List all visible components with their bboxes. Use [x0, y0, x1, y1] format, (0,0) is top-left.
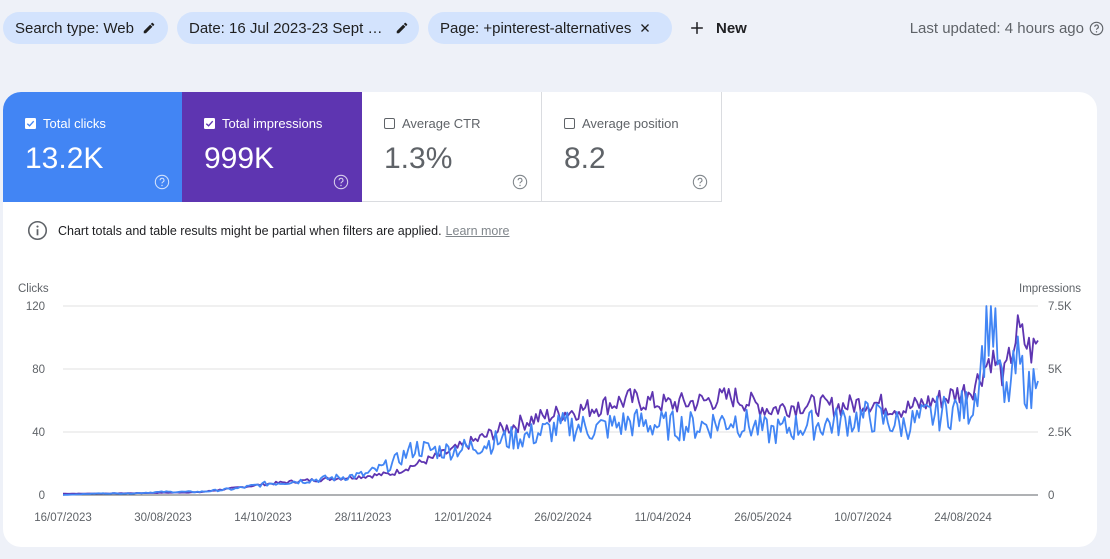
- chart-series: [62, 305, 1039, 496]
- metric-header: Average CTR: [384, 116, 481, 131]
- clicks-series-line: [62, 305, 1039, 496]
- metric-header: Average position: [564, 116, 679, 131]
- x-tick-label: 24/08/2024: [934, 512, 992, 524]
- help-icon[interactable]: [154, 174, 170, 190]
- checkbox-unchecked-icon[interactable]: [384, 118, 395, 129]
- metric-average-position[interactable]: Average position 8.2: [542, 92, 722, 202]
- y-right-tick-label: 2.5K: [1048, 427, 1072, 439]
- metric-total-clicks[interactable]: Total clicks 13.2K: [3, 92, 183, 202]
- x-tick-label: 12/01/2024: [434, 512, 492, 524]
- filter-bar: Search type: Web Date: 16 Jul 2023-23 Se…: [0, 12, 1110, 44]
- search-type-filter-label: Search type: Web: [15, 19, 134, 37]
- help-icon[interactable]: [333, 174, 349, 190]
- last-updated-text: Last updated: 4 hours ago: [909, 19, 1084, 37]
- metric-value: 1.3%: [384, 142, 453, 175]
- y-axis-left-label: Clicks: [18, 283, 49, 295]
- new-filter-button[interactable]: New: [690, 12, 747, 44]
- metric-value: 999K: [204, 142, 275, 175]
- date-filter-label: Date: 16 Jul 2023-23 Sept 2024: [189, 19, 387, 37]
- y-left-tick-label: 120: [26, 301, 45, 313]
- metric-label: Average position: [582, 116, 679, 131]
- metric-average-ctr[interactable]: Average CTR 1.3%: [362, 92, 542, 202]
- edit-pencil-icon[interactable]: [142, 21, 156, 35]
- checkbox-checked-icon[interactable]: [25, 118, 36, 129]
- y-axis-right-ticks: 7.5K 5K 2.5K 0: [1048, 301, 1072, 502]
- metric-label: Total clicks: [43, 116, 106, 131]
- last-updated: Last updated: 4 hours ago: [910, 12, 1104, 44]
- edit-pencil-icon[interactable]: [395, 21, 409, 35]
- search-type-filter-chip[interactable]: Search type: Web: [3, 12, 168, 44]
- chart-grid: [63, 305, 1038, 496]
- metric-label: Total impressions: [222, 116, 323, 131]
- page-filter-chip[interactable]: Page: +pinterest-alternatives: [428, 12, 672, 44]
- metric-total-impressions[interactable]: Total impressions 999K: [182, 92, 362, 202]
- metric-header: Total impressions: [204, 116, 322, 131]
- date-filter-chip[interactable]: Date: 16 Jul 2023-23 Sept 2024: [177, 12, 419, 44]
- x-tick-label: 14/10/2023: [234, 512, 292, 524]
- performance-card: Total clicks 13.2K Total impressions 999…: [3, 92, 1097, 547]
- x-axis-ticks: 16/07/2023 30/08/2023 14/10/2023 28/11/2023…: [34, 512, 992, 524]
- y-left-tick-label: 40: [32, 427, 45, 439]
- checkbox-checked-icon[interactable]: [204, 118, 215, 129]
- x-tick-label: 26/02/2024: [534, 512, 592, 524]
- metric-label: Average CTR: [402, 116, 481, 131]
- x-tick-label: 30/08/2023: [134, 512, 192, 524]
- metric-header: Total clicks: [25, 116, 106, 131]
- y-axis-left-ticks: 120 80 40 0: [26, 301, 45, 502]
- x-tick-label: 16/07/2023: [34, 512, 92, 524]
- page-filter-label: Page: +pinterest-alternatives: [440, 19, 632, 37]
- learn-more-link[interactable]: Learn more: [445, 223, 510, 238]
- y-left-tick-label: 80: [32, 364, 45, 376]
- help-icon[interactable]: [1089, 21, 1104, 36]
- y-left-tick-label: 0: [39, 490, 45, 502]
- x-tick-label: 26/05/2024: [734, 512, 792, 524]
- y-axis-right-label: Impressions: [1019, 283, 1081, 295]
- partial-results-notice: Chart totals and table results might be …: [27, 220, 509, 241]
- y-right-tick-label: 5K: [1048, 364, 1062, 376]
- impressions-series-line: [63, 314, 1039, 495]
- info-icon: [27, 220, 48, 241]
- help-icon[interactable]: [692, 174, 708, 190]
- notice-text: Chart totals and table results might be …: [58, 223, 442, 238]
- close-icon[interactable]: [639, 22, 651, 34]
- x-tick-label: 10/07/2024: [834, 512, 892, 524]
- help-icon[interactable]: [512, 174, 528, 190]
- x-tick-label: 28/11/2023: [335, 512, 392, 524]
- checkbox-unchecked-icon[interactable]: [564, 118, 575, 129]
- metric-value: 13.2K: [25, 142, 104, 175]
- x-tick-label: 11/04/2024: [635, 512, 692, 524]
- new-filter-label: New: [716, 19, 747, 37]
- y-right-tick-label: 7.5K: [1048, 301, 1072, 313]
- metric-value: 8.2: [564, 142, 606, 175]
- plus-icon: [691, 22, 703, 34]
- y-right-tick-label: 0: [1048, 490, 1054, 502]
